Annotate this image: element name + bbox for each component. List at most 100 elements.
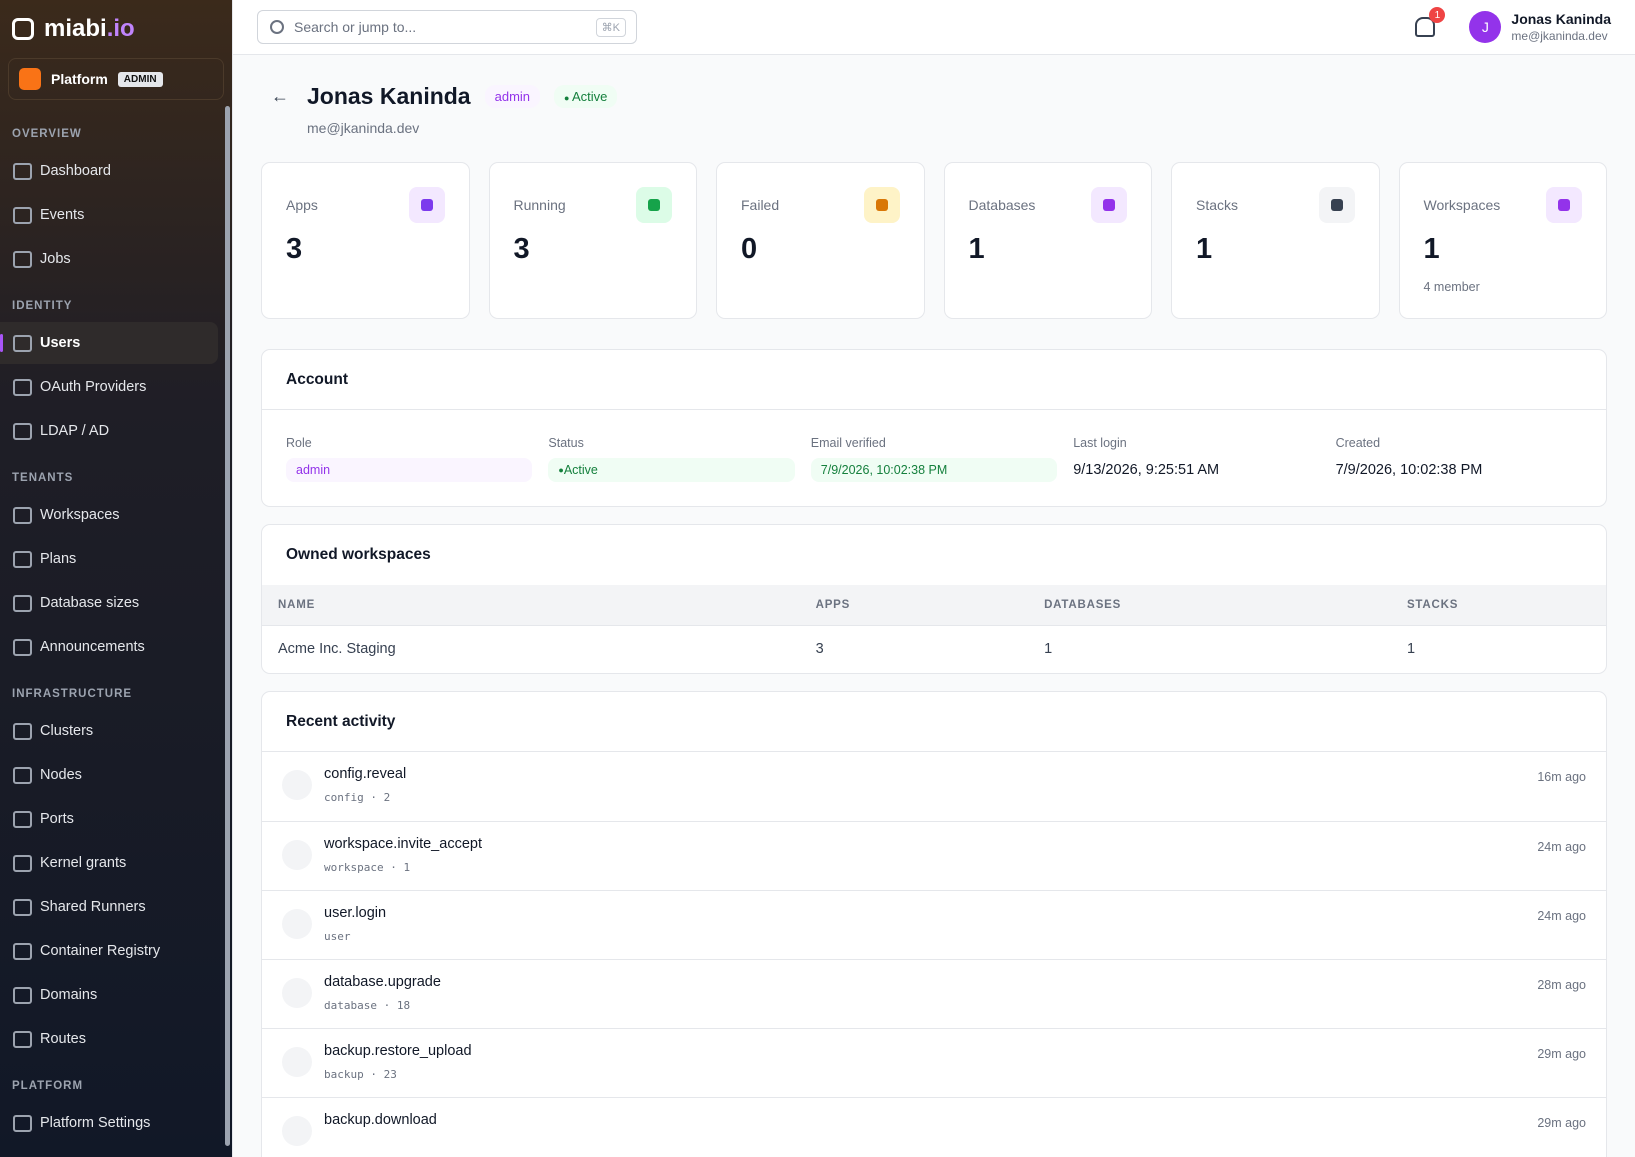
nav-item[interactable]: Workspaces	[0, 494, 218, 536]
column-header: STACKS	[1390, 585, 1606, 626]
nav-item[interactable]: Container Registry	[0, 930, 218, 972]
topbar: Search or jump to... ⌘K 1 J Jonas Kaninda…	[233, 0, 1635, 55]
org-badge: ADMIN	[117, 71, 163, 87]
nav-item[interactable]: Plans	[0, 538, 218, 580]
panel-title: Account	[262, 350, 1606, 410]
logo	[12, 18, 34, 40]
nav-item[interactable]: OAuth Providers	[0, 366, 218, 408]
icon-glyph	[420, 199, 433, 211]
stat-card: Workspaces 1 4 member	[1398, 162, 1607, 319]
stat-value: 1	[1196, 233, 1213, 265]
activity-body: backup.download	[324, 1112, 437, 1152]
activity-icon	[282, 978, 312, 1008]
search[interactable]: Search or jump to... ⌘K	[257, 10, 637, 44]
profile-email: me@jkaninda.dev	[307, 120, 420, 136]
activity-item[interactable]: backup.download 29m ago	[262, 1097, 1606, 1157]
field: Status Active	[548, 436, 795, 482]
field-value: Active	[548, 458, 795, 482]
activity-list: config.reveal config · 2 16m ago workspace.…	[262, 752, 1606, 1157]
activity-item[interactable]: backup.restore_upload backup · 23 29m ago	[262, 1028, 1606, 1097]
activity-time: 16m ago	[1537, 770, 1586, 784]
field-label: Status	[548, 436, 584, 450]
nav-item[interactable]: Clusters	[0, 710, 218, 752]
field-label: Email verified	[810, 436, 886, 450]
activity-action: workspace.invite_accept	[324, 836, 482, 852]
account-panel: Account Role admin Status Active Email verif…	[261, 349, 1607, 507]
avatar[interactable]: J	[1469, 11, 1502, 43]
stat-card: Stacks 1	[1171, 162, 1380, 319]
activity-action: config.reveal	[324, 766, 407, 782]
field-label: Last login	[1073, 436, 1127, 450]
nav-item[interactable]: Nodes	[0, 754, 218, 796]
nav-item[interactable]: Platform Settings	[0, 1102, 218, 1144]
activity-icon	[282, 909, 312, 939]
notifications[interactable]: 1	[1415, 7, 1446, 37]
nav-item[interactable]: Ports	[0, 798, 218, 840]
scrollbar	[225, 106, 230, 1146]
activity-body: database.upgrade database · 18	[324, 974, 441, 1014]
activity-meta: backup · 23	[324, 1068, 397, 1081]
brand-tld: .io	[106, 15, 135, 42]
user-menu[interactable]: Jonas Kaninda me@jkaninda.dev	[1511, 11, 1611, 43]
table-row[interactable]: Acme Inc. Staging 3 1 1	[262, 625, 1606, 673]
nav-item[interactable]: Dashboard	[0, 150, 218, 192]
icon-glyph	[1558, 199, 1570, 211]
stat-label: Failed	[741, 197, 780, 213]
nav-item[interactable]: Announcements	[0, 626, 218, 668]
org-icon	[19, 68, 41, 90]
field: Email verified 7/9/2026, 10:02:38 PM	[810, 436, 1058, 482]
stat-label: Workspaces	[1423, 197, 1501, 213]
nav-item[interactable]: Deployment Config	[0, 1146, 218, 1157]
table-cell: 1	[1406, 641, 1416, 658]
activity-item[interactable]: workspace.invite_accept workspace · 1 24m …	[262, 821, 1606, 890]
activity-action: database.upgrade	[324, 974, 441, 990]
stats: Apps 3 Running 3 Failed 0 Databases 1 Stacks 1 Wor…	[261, 162, 1607, 319]
activity-icon	[282, 1116, 312, 1146]
field-value: 7/9/2026, 10:02:38 PM	[810, 458, 1058, 482]
activity-body: config.reveal config · 2	[324, 766, 406, 807]
workspaces-panel: Owned workspaces NAME APPS DATABASES STACKS…	[261, 524, 1607, 674]
activity-item[interactable]: database.upgrade database · 18 28m ago	[262, 959, 1606, 1028]
stat-icon	[1318, 187, 1355, 223]
nav-item[interactable]: LDAP / AD	[0, 410, 218, 452]
activity-action: user.login	[324, 905, 387, 921]
nav-item[interactable]: Events	[0, 194, 218, 236]
brand: miabi .io	[0, 0, 232, 58]
stat-value: 0	[741, 233, 758, 265]
search-placeholder: Search or jump to...	[294, 19, 417, 35]
brand-name: miabi	[44, 15, 107, 42]
column-header: NAME	[262, 585, 800, 626]
profile-header: ← Jonas Kaninda admin Active	[261, 83, 1607, 110]
nav-item[interactable]: Domains	[0, 974, 218, 1016]
field-label: Role	[286, 436, 312, 450]
activity-icon	[282, 840, 312, 870]
activity-time: 24m ago	[1537, 840, 1586, 854]
stat-icon	[1091, 187, 1127, 223]
activity-meta: workspace · 1	[324, 861, 411, 874]
main: Search or jump to... ⌘K 1 J Jonas Kaninda…	[232, 0, 1635, 1157]
nav-item[interactable]: Jobs	[0, 238, 218, 280]
nav-item[interactable]: Database sizes	[0, 582, 218, 624]
icon-glyph	[1330, 199, 1343, 211]
field-value: 9/13/2026, 9:25:51 AM	[1073, 462, 1220, 478]
activity-action: backup.restore_upload	[324, 1043, 472, 1059]
org-switcher[interactable]: Platform ADMIN	[8, 58, 224, 100]
stat-label: Running	[513, 197, 566, 213]
activity-panel: Recent activity config.reveal config · 2 1…	[261, 691, 1607, 1157]
activity-time: 29m ago	[1537, 1116, 1586, 1130]
nav-item[interactable]: Routes	[0, 1018, 218, 1060]
table-body: Acme Inc. Staging 3 1 1	[262, 625, 1606, 673]
activity-item[interactable]: user.login user 24m ago	[262, 890, 1606, 959]
activity-item[interactable]: config.reveal config · 2 16m ago	[262, 752, 1606, 821]
nav-section: IDENTITY	[12, 300, 73, 312]
nav-item[interactable]: Kernel grants	[0, 842, 218, 884]
table-cell: 1	[1044, 641, 1053, 658]
nav-item[interactable]: Shared Runners	[0, 886, 218, 928]
role-badge: admin	[484, 85, 541, 108]
nav-item[interactable]: Users	[0, 322, 218, 364]
field: Role admin	[286, 436, 533, 482]
stat-icon	[863, 187, 900, 223]
back-button[interactable]: ←	[271, 86, 289, 106]
